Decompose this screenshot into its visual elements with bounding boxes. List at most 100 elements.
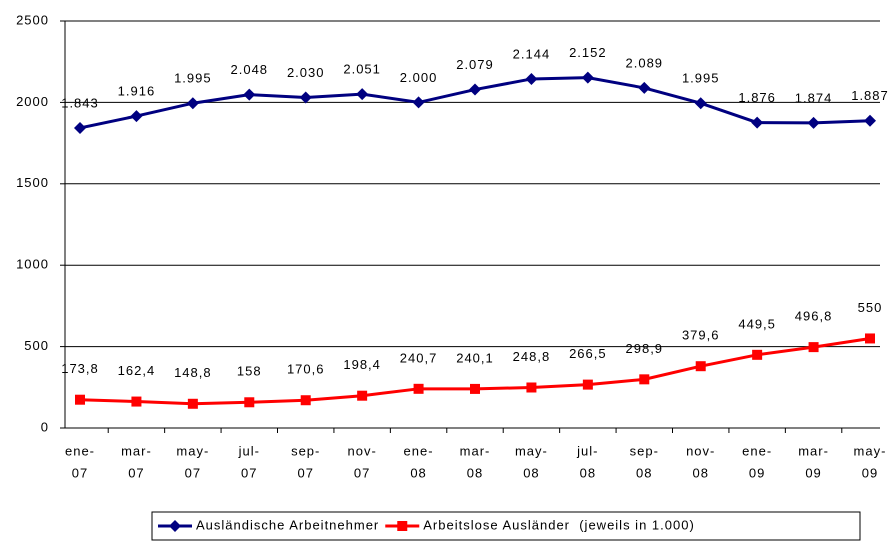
point — [865, 333, 875, 344]
point — [470, 383, 480, 394]
x-tick-label: 09 — [862, 465, 878, 480]
data-label: 240,7 — [400, 350, 438, 365]
point — [581, 71, 594, 84]
point — [244, 397, 255, 408]
data-label: 2.030 — [287, 65, 325, 80]
data-label: 1.843 — [61, 95, 99, 110]
point — [752, 349, 763, 360]
x-tick-label: 09 — [749, 465, 765, 480]
data-label: 298,9 — [626, 341, 664, 356]
x-tick-label: ene- — [65, 443, 95, 458]
point — [751, 116, 764, 129]
x-tick-label: sep- — [291, 443, 320, 458]
data-label: 158 — [237, 364, 262, 379]
point — [243, 88, 256, 101]
y-tick-label: 1000 — [16, 257, 49, 272]
point — [412, 96, 425, 109]
data-label: 266,5 — [569, 346, 607, 361]
data-label: 2.048 — [231, 62, 269, 77]
x-tick-label: 07 — [72, 465, 88, 480]
x-tick-label: may- — [515, 443, 548, 458]
y-tick-label: 2000 — [16, 94, 49, 109]
data-label: 1.916 — [118, 84, 156, 99]
x-tick-label: 07 — [354, 465, 370, 480]
x-tick-label: may- — [176, 443, 209, 458]
y-tick-label: 0 — [41, 419, 49, 434]
point — [186, 97, 199, 110]
x-tick-label: mar- — [121, 443, 152, 458]
data-label: 248,8 — [513, 349, 551, 364]
point — [300, 395, 311, 406]
data-label: 1.995 — [174, 71, 212, 86]
x-tick-label: 08 — [467, 465, 483, 480]
x-tick-label: 07 — [297, 465, 313, 480]
point — [807, 116, 820, 129]
x-tick-label: ene- — [404, 443, 434, 458]
data-label: 162,4 — [118, 363, 156, 378]
point — [694, 97, 707, 110]
point — [864, 114, 876, 127]
data-label: 2.144 — [513, 46, 551, 61]
data-label: 198,4 — [343, 357, 381, 372]
y-tick-label: 1500 — [16, 175, 49, 190]
y-tick-label: 2500 — [16, 12, 49, 27]
data-label: 2.051 — [343, 62, 381, 77]
x-tick-label: 07 — [241, 465, 257, 480]
x-tick-label: 08 — [692, 465, 708, 480]
legend-label: Ausländische Arbeitnehmer — [196, 517, 379, 532]
data-label: 379,6 — [682, 328, 720, 343]
legend-label: Arbeitslose Ausländer (jeweils in 1.000) — [423, 517, 695, 532]
legend-box — [151, 511, 861, 541]
x-tick-label: 08 — [523, 465, 539, 480]
point — [413, 383, 424, 394]
x-tick-label: jul- — [238, 443, 260, 458]
point — [639, 374, 650, 385]
point — [525, 72, 538, 85]
data-label: 1.995 — [682, 71, 720, 86]
point — [695, 361, 706, 372]
data-label: 2.089 — [626, 55, 664, 70]
y-tick-label: 500 — [24, 338, 49, 353]
data-label: 173,8 — [61, 361, 99, 376]
legend-marker — [169, 520, 181, 532]
data-label: 496,8 — [795, 309, 833, 324]
point — [526, 382, 537, 393]
x-tick-label: nov- — [686, 443, 715, 458]
point — [808, 342, 819, 353]
data-label: 240,1 — [456, 350, 494, 365]
x-tick-label: may- — [854, 443, 887, 458]
data-label: 2.079 — [456, 57, 494, 72]
data-label: 449,5 — [738, 316, 776, 331]
x-tick-label: sep- — [630, 443, 659, 458]
data-label: 148,8 — [174, 365, 212, 380]
legend-marker — [397, 521, 408, 531]
x-tick-label: 09 — [805, 465, 821, 480]
data-label: 2.000 — [400, 70, 438, 85]
data-label: 1.876 — [738, 90, 776, 105]
point — [130, 110, 143, 123]
data-label: 1.887 — [851, 88, 889, 103]
point — [75, 394, 85, 405]
x-tick-label: 08 — [636, 465, 652, 480]
x-tick-label: mar- — [798, 443, 829, 458]
x-tick-label: jul- — [576, 443, 598, 458]
point — [638, 81, 651, 94]
x-tick-label: nov- — [347, 443, 376, 458]
point — [357, 390, 368, 401]
data-label: 170,6 — [287, 362, 325, 377]
x-tick-label: ene- — [742, 443, 772, 458]
point — [131, 396, 142, 407]
point — [356, 88, 369, 101]
point — [582, 379, 593, 390]
x-tick-label: mar- — [460, 443, 491, 458]
point — [187, 398, 198, 409]
x-tick-label: 07 — [185, 465, 201, 480]
data-label: 1.874 — [795, 90, 833, 105]
point — [299, 91, 312, 104]
data-label: 550 — [858, 300, 883, 315]
x-tick-label: 08 — [580, 465, 596, 480]
data-label: 2.152 — [569, 45, 607, 60]
point — [74, 121, 86, 134]
x-tick-label: 07 — [128, 465, 144, 480]
